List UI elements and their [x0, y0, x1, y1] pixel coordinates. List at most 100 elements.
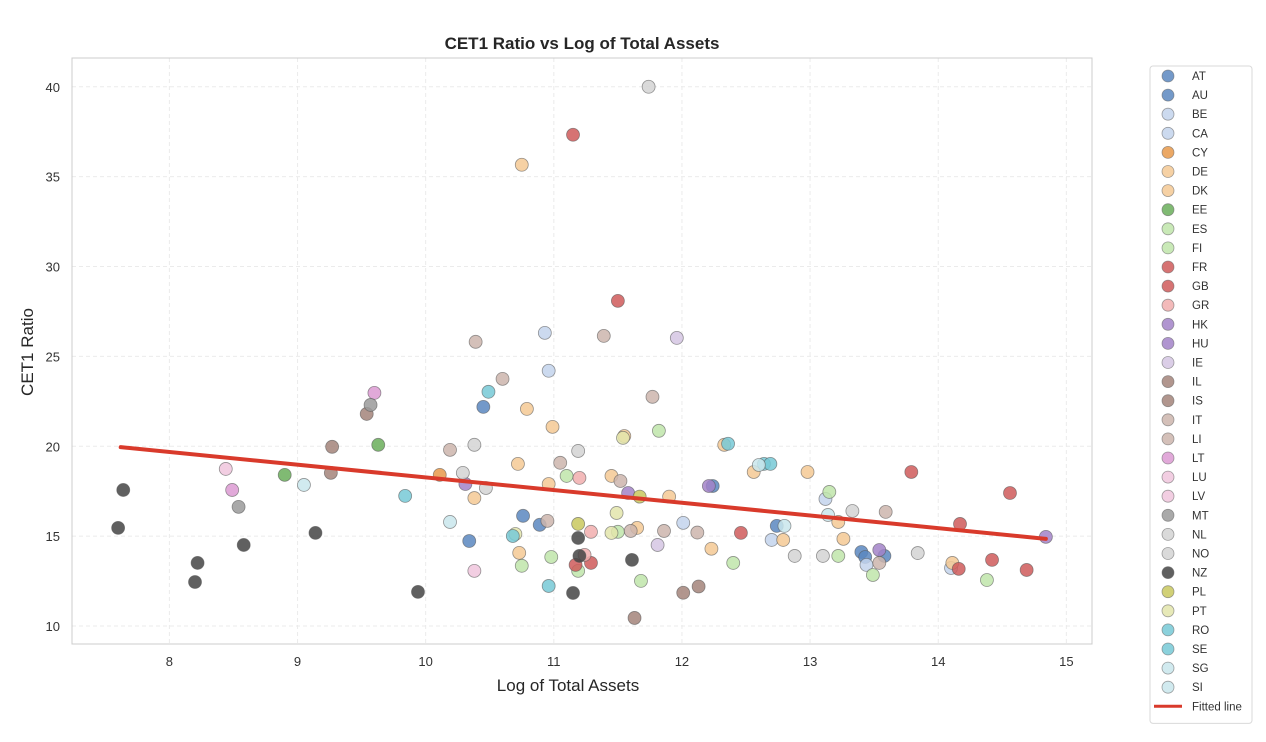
- legend-label: FR: [1192, 262, 1207, 274]
- legend-label: BE: [1192, 109, 1208, 121]
- legend-marker-si: [1161, 680, 1175, 694]
- legend-label: NL: [1192, 529, 1207, 541]
- data-point-lt: [367, 385, 382, 400]
- legend-label: FI: [1192, 243, 1202, 255]
- data-point-nl: [787, 549, 802, 563]
- data-point-it: [553, 455, 568, 470]
- data-point-de: [519, 401, 534, 416]
- data-point-ca: [541, 363, 556, 378]
- legend-marker-lu: [1161, 470, 1175, 484]
- y-tick-label: 15: [46, 529, 60, 544]
- data-point-nz: [625, 552, 639, 567]
- data-point-pl: [571, 517, 586, 531]
- legend-marker-ro: [1161, 623, 1175, 637]
- x-axis-ticks: 8 9 10 11 12 13 14 15: [166, 654, 1074, 669]
- data-point-nz: [236, 538, 251, 552]
- data-point-de: [545, 419, 560, 434]
- legend-label: AU: [1192, 90, 1208, 102]
- data-point-is: [691, 579, 706, 594]
- legend-marker-ee: [1161, 203, 1175, 217]
- data-point-nl: [467, 437, 482, 452]
- legend-label: DE: [1192, 167, 1208, 179]
- legend-marker-it: [1161, 413, 1175, 427]
- legend-marker-lv: [1161, 489, 1175, 503]
- data-point-li: [623, 524, 638, 538]
- y-axis-ticks: 10 15 20 25 30 35 40: [46, 80, 60, 634]
- data-point-nl: [641, 79, 656, 94]
- plot-frame: [71, 57, 1093, 645]
- data-point-ie: [669, 330, 684, 345]
- legend-marker-il: [1161, 375, 1175, 389]
- legend-label: LI: [1192, 434, 1202, 446]
- data-point-dk: [800, 465, 815, 479]
- legend-label: PL: [1192, 587, 1207, 599]
- data-point-pt: [604, 526, 619, 540]
- x-tick-label: 8: [166, 654, 173, 669]
- data-point-no: [816, 549, 830, 563]
- legend-marker-fi: [1161, 241, 1175, 255]
- data-point-mt: [231, 499, 246, 514]
- legend-marker-nl: [1161, 528, 1175, 541]
- data-point-is: [627, 611, 642, 625]
- legend-marker-dk: [1161, 184, 1175, 198]
- data-point-fr: [1003, 486, 1017, 500]
- data-point-nz: [566, 586, 580, 600]
- legend-label: NZ: [1192, 568, 1207, 580]
- legend-marker-ie: [1161, 356, 1175, 369]
- data-point-no: [571, 444, 586, 458]
- data-point-fr: [566, 127, 580, 142]
- y-tick-label: 10: [46, 619, 60, 634]
- data-points: [111, 79, 1053, 625]
- data-point-at: [516, 508, 530, 523]
- legend-marker-hk: [1161, 317, 1175, 331]
- legend-label: LT: [1192, 453, 1205, 465]
- y-tick-label: 40: [46, 80, 60, 95]
- data-point-dk: [512, 545, 527, 560]
- data-point-se: [763, 456, 778, 471]
- data-point-gb: [1019, 563, 1034, 577]
- legend-marker-se: [1161, 642, 1175, 656]
- data-point-hu: [872, 543, 887, 557]
- data-point-nl: [845, 504, 860, 518]
- data-point-es: [559, 469, 574, 483]
- legend-marker-sg: [1161, 661, 1175, 675]
- data-point-li: [872, 556, 887, 570]
- data-point-si: [443, 515, 457, 529]
- legend-label: DK: [1192, 186, 1208, 198]
- legend-label: CA: [1192, 128, 1208, 140]
- data-point-nz: [571, 531, 586, 545]
- y-tick-label: 30: [46, 260, 60, 275]
- data-point-fi: [634, 574, 648, 588]
- data-point-es: [514, 558, 529, 573]
- data-point-li: [540, 513, 555, 528]
- data-point-at: [462, 534, 477, 548]
- legend-marker-ca: [1161, 126, 1175, 140]
- legend-marker-gb: [1161, 279, 1175, 293]
- x-tick-label: 12: [675, 654, 689, 669]
- data-point-se: [541, 579, 556, 593]
- data-point-fi: [865, 568, 880, 582]
- legend-marker-no: [1161, 547, 1175, 560]
- data-point-nz: [188, 575, 202, 589]
- data-point-ro: [481, 384, 496, 399]
- legend-label: CY: [1192, 147, 1208, 159]
- legend-label: GR: [1192, 300, 1209, 312]
- data-point-it: [645, 389, 660, 404]
- data-point-it: [613, 474, 628, 488]
- legend-marker-li: [1161, 432, 1175, 446]
- data-point-sg: [297, 478, 311, 492]
- data-point-lu: [218, 462, 233, 476]
- y-tick-label: 35: [46, 170, 60, 185]
- data-point-ca: [764, 533, 779, 547]
- legend-label: SE: [1192, 644, 1208, 656]
- data-point-dk: [836, 531, 851, 546]
- data-point-es: [726, 556, 741, 570]
- data-point-li: [690, 525, 705, 540]
- legend-label: HU: [1192, 338, 1209, 350]
- data-point-gb: [985, 552, 999, 567]
- legend-marker-de: [1161, 165, 1175, 178]
- data-point-it: [495, 371, 510, 386]
- legend-label: GB: [1192, 281, 1209, 293]
- legend-label: HK: [1192, 319, 1208, 331]
